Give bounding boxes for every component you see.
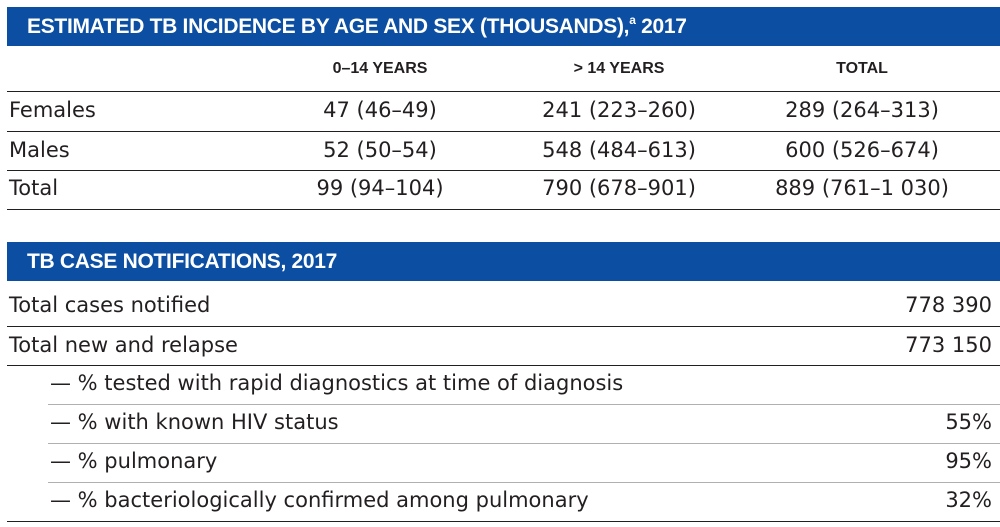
row-label: Total cases notified [9,293,211,317]
row-label: Total new and relapse [9,333,238,357]
incidence-title: ESTIMATED TB INCIDENCE BY AGE AND SEX (T… [27,15,630,38]
row-label: — % bacteriologically confirmed among pu… [50,488,589,512]
table-divider [7,521,1000,522]
row-value: 773 150 [905,333,992,357]
column-header-over-14-years: > 14 YEARS [573,60,665,77]
table-divider [7,170,1000,171]
row-label: Males [9,138,70,162]
cell-over-14-years: 548 (484–613) [542,138,696,162]
cell-0-14-years: 47 (46–49) [323,98,437,122]
table-divider [48,482,1000,483]
cell-over-14-years: 790 (678–901) [542,176,696,200]
table-divider [7,365,1000,366]
notifications-section-header: TB CASE NOTIFICATIONS, 2017 [7,242,1000,281]
row-label: Total [9,176,59,200]
column-header-0-14-years: 0–14 YEARS [332,60,428,77]
cell-total: 889 (761–1 030) [775,176,949,200]
table-divider [7,91,1000,92]
row-label: Females [9,98,96,122]
incidence-title-footnote-marker: a [629,13,636,27]
row-label: — % tested with rapid diagnostics at tim… [50,371,624,395]
column-header-total: TOTAL [836,60,888,77]
cell-total: 289 (264–313) [785,98,939,122]
incidence-section-header: ESTIMATED TB INCIDENCE BY AGE AND SEX (T… [7,7,1000,46]
table-divider [7,209,1000,210]
table-divider [48,443,1000,444]
row-value: 55% [945,410,992,434]
cell-total: 600 (526–674) [785,138,939,162]
notifications-title: TB CASE NOTIFICATIONS, 2017 [27,250,338,273]
row-value: 778 390 [905,293,992,317]
cell-0-14-years: 99 (94–104) [316,176,444,200]
cell-over-14-years: 241 (223–260) [542,98,696,122]
table-divider [7,326,1000,327]
row-value: 95% [945,449,992,473]
row-label: — % with known HIV status [50,410,339,434]
cell-0-14-years: 52 (50–54) [323,138,437,162]
table-divider [48,404,1000,405]
row-value: 32% [945,488,992,512]
incidence-title-year: 2017 [635,15,687,38]
row-label: — % pulmonary [50,449,218,473]
table-divider [7,131,1000,132]
